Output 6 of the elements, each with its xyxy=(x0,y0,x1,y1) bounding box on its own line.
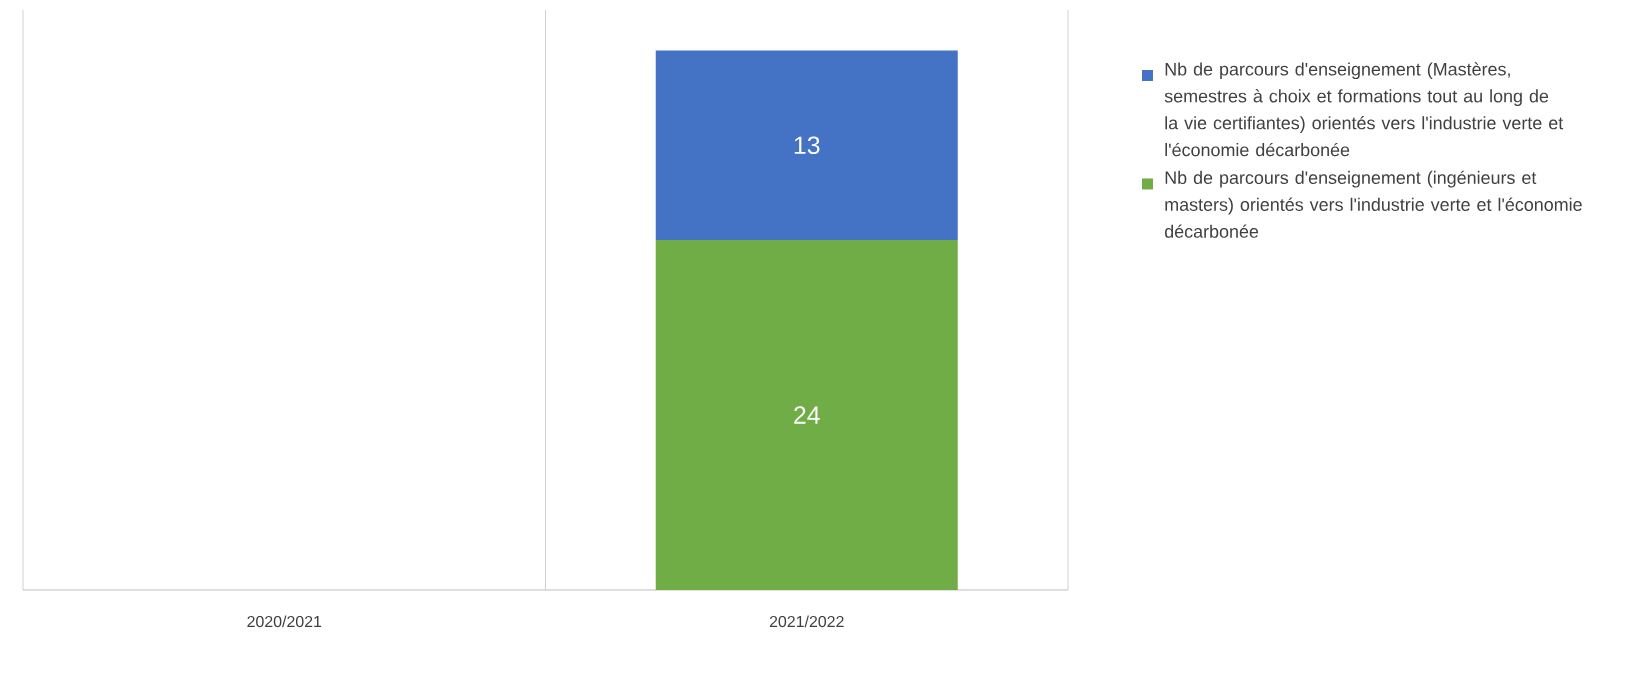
x-tick-label: 2020/2021 xyxy=(247,615,322,628)
legend-label: Nb de parcours d'enseignement (Mastères, semestres à choix et formations tout au long de la vie certifiantes) orientés vers l'industrie verte et l'économie décarbonée xyxy=(1164,62,1564,157)
legend-label: Nb de parcours d'enseignement (ingénieurs et masters) orientés vers l'industrie verte et l'économie décarbonée xyxy=(1164,170,1582,238)
data-label: 13 xyxy=(794,136,820,155)
x-tick-label: 2021/2022 xyxy=(769,615,844,628)
data-label: 24 xyxy=(794,406,820,424)
